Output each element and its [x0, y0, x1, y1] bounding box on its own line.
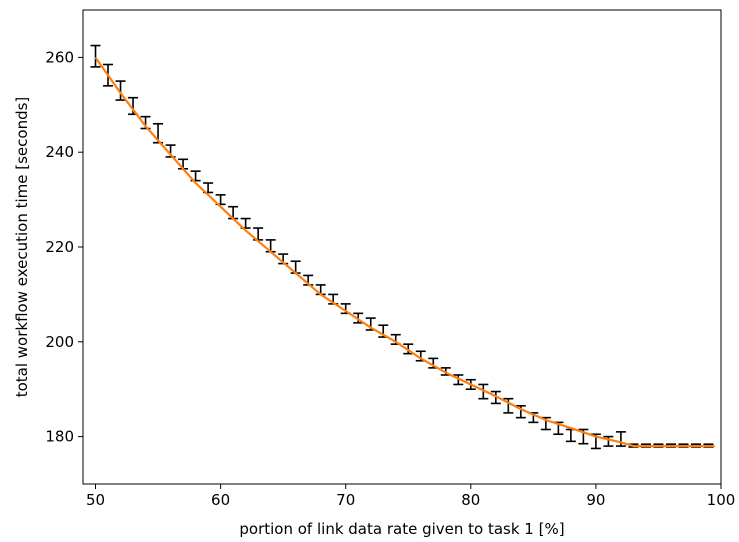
error-bar	[90, 44, 101, 68]
y-axis: 180 200 220 240 260	[45, 48, 83, 446]
y-tick-label: 240	[45, 143, 74, 161]
x-tick-label: 50	[86, 491, 105, 509]
x-axis: 50 60 70 80 90 100	[86, 484, 735, 509]
y-axis-label: total workflow execution time [seconds]	[13, 97, 31, 398]
y-tick-label: 260	[45, 48, 74, 66]
x-axis-label: portion of link data rate given to task …	[239, 520, 564, 538]
x-tick-label: 60	[211, 491, 230, 509]
error-bar	[115, 80, 126, 101]
error-bar	[565, 428, 576, 443]
plot-frame	[82, 9, 722, 485]
error-bar	[503, 397, 514, 414]
error-bar	[515, 404, 526, 419]
x-tick-label: 90	[586, 491, 605, 509]
y-tick-label: 220	[45, 238, 74, 256]
y-tick-label: 200	[45, 333, 74, 351]
y-tick-label: 180	[45, 428, 74, 446]
chart-marks	[90, 44, 715, 450]
error-bar	[228, 205, 239, 220]
x-tick-label: 70	[336, 491, 355, 509]
error-bar	[615, 431, 626, 447]
fit-line	[94, 56, 715, 448]
error-bar	[603, 435, 614, 447]
x-tick-label: 100	[707, 491, 736, 509]
x-tick-label: 80	[461, 491, 480, 509]
